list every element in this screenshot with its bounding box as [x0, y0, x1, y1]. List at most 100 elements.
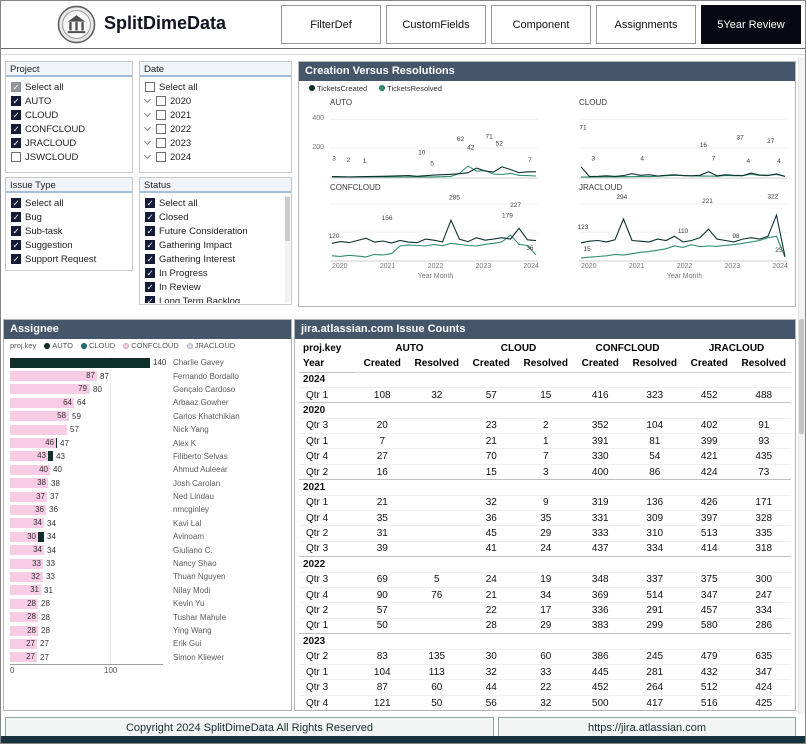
table-row[interactable]: Qtr 1 108 32 57 15 416 323 452 488: [299, 386, 791, 403]
chevron-down-icon[interactable]: [143, 151, 152, 160]
table-row[interactable]: Qtr 3 20 23 2 352 104 402 91: [299, 417, 791, 434]
assignee-bar[interactable]: 34 34: [10, 518, 162, 529]
bar-segment-confcloud[interactable]: 32: [10, 571, 42, 582]
filter-option-closed[interactable]: ✓ Closed: [142, 210, 289, 224]
checkbox-icon[interactable]: [156, 110, 166, 120]
bar-segment-auto[interactable]: [48, 451, 53, 462]
checkbox-icon[interactable]: ✓: [145, 198, 155, 208]
checkbox-icon[interactable]: ✓: [145, 226, 155, 236]
tab-5year-review[interactable]: 5Year Review: [701, 5, 801, 44]
checkbox-icon[interactable]: ✓: [145, 282, 155, 292]
filter-option-auto[interactable]: ✓ AUTO: [8, 94, 130, 108]
filter-option-2020[interactable]: 2020: [142, 94, 289, 108]
assignee-bar[interactable]: 27 27: [10, 652, 162, 663]
bar-segment-confcloud[interactable]: [10, 424, 67, 435]
table-row[interactable]: Qtr 4 27 70 7 330 54 421 435: [299, 448, 791, 465]
checkbox-icon[interactable]: ✓: [145, 212, 155, 222]
bar-segment-confcloud[interactable]: 58: [10, 411, 68, 422]
bar-segment-jracloud[interactable]: [42, 571, 43, 582]
table-row[interactable]: Qtr 1 104 113 32 33 445 281 432 347: [299, 663, 791, 680]
checkbox-icon[interactable]: ✓: [11, 198, 21, 208]
bar-segment-jracloud[interactable]: [89, 384, 90, 395]
chevron-down-icon[interactable]: [143, 123, 152, 132]
assignee-bar[interactable]: 28 28: [10, 625, 162, 636]
filter-option-sub-task[interactable]: ✓ Sub-task: [8, 224, 130, 238]
checkbox-icon[interactable]: ✓: [11, 124, 21, 134]
footer-link[interactable]: https://jira.atlassian.com: [498, 717, 796, 738]
filter-option-2021[interactable]: 2021: [142, 108, 289, 122]
chevron-down-icon[interactable]: [143, 95, 152, 104]
filter-option-confcloud[interactable]: ✓ CONFCLOUD: [8, 122, 130, 136]
checkbox-icon[interactable]: [11, 152, 21, 162]
assignee-bar[interactable]: 33 33: [10, 558, 162, 569]
table-row[interactable]: Qtr 3 69 5 24 19 348 337 375 300: [299, 571, 791, 588]
bar-segment-confcloud[interactable]: 28: [10, 625, 38, 636]
bar-segment-confcloud[interactable]: 46: [10, 438, 56, 449]
table-row[interactable]: Qtr 2 16 15 3 400 86 424 73: [299, 463, 791, 480]
checkbox-icon[interactable]: ✓: [11, 254, 21, 264]
bar-segment-confcloud[interactable]: 34: [10, 545, 44, 556]
bar-segment-jracloud[interactable]: [68, 411, 69, 422]
bar-segment-auto[interactable]: [10, 357, 150, 368]
tab-customfields[interactable]: CustomFields: [386, 5, 486, 44]
filter-option-jracloud[interactable]: ✓ JRACLOUD: [8, 136, 130, 150]
bar-segment-confcloud[interactable]: 27: [10, 652, 37, 663]
checkbox-icon[interactable]: ✓: [11, 240, 21, 250]
checkbox-icon[interactable]: ✓: [11, 226, 21, 236]
table-row[interactable]: Qtr 3 87 60 44 22 452 264 512 424: [299, 679, 791, 696]
bar-segment-confcloud[interactable]: 28: [10, 598, 38, 609]
assignee-bar[interactable]: 57: [10, 424, 162, 435]
filter-option-2022[interactable]: 2022: [142, 122, 289, 136]
filter-option-gathering-interest[interactable]: ✓ Gathering Interest: [142, 252, 289, 266]
checkbox-icon[interactable]: ✓: [145, 240, 155, 250]
table-row[interactable]: Qtr 1 50 28 29 383 299 580 286: [299, 617, 791, 634]
table-row[interactable]: Qtr 4 90 76 21 34 369 514 347 247: [299, 586, 791, 603]
checkbox-icon[interactable]: ✓: [145, 254, 155, 264]
page-scrollbar-thumb[interactable]: [799, 319, 804, 434]
filter-option-select-all[interactable]: ✓ Select all: [142, 196, 289, 210]
assignee-bar[interactable]: 30 34: [10, 531, 162, 542]
filter-option-support-request[interactable]: ✓ Support Request: [8, 252, 130, 266]
tab-component[interactable]: Component: [491, 5, 591, 44]
assignee-bar[interactable]: 31 31: [10, 585, 162, 596]
table-row[interactable]: Qtr 1 21 32 9 319 136 426 171: [299, 494, 791, 511]
bar-segment-confcloud[interactable]: 40: [10, 464, 50, 475]
line-chart-cloud[interactable]: 71 3 4 16 7 37 4 27 4: [577, 108, 789, 180]
assignee-bar[interactable]: 58 59: [10, 411, 162, 422]
filter-option-in-review[interactable]: ✓ In Review: [142, 280, 289, 294]
assignee-bar[interactable]: 38 38: [10, 478, 162, 489]
filter-option-select-all[interactable]: ✓ Select all: [8, 80, 130, 94]
checkbox-icon[interactable]: [156, 124, 166, 134]
checkbox-icon[interactable]: ✓: [11, 110, 21, 120]
bar-segment-confcloud[interactable]: 37: [10, 491, 47, 502]
checkbox-icon[interactable]: [156, 152, 166, 162]
assignee-bar[interactable]: 46 47: [10, 438, 162, 449]
assignee-bar[interactable]: 28 28: [10, 598, 162, 609]
assignee-bar[interactable]: 27 27: [10, 638, 162, 649]
table-row[interactable]: Qtr 3 39 41 24 437 334 414 318: [299, 540, 791, 557]
filter-option-future-consideration[interactable]: ✓ Future Consideration: [142, 224, 289, 238]
bar-segment-confcloud[interactable]: 43: [10, 451, 48, 462]
bar-segment-confcloud[interactable]: 33: [10, 558, 43, 569]
assignee-bar[interactable]: 37 37: [10, 491, 162, 502]
assignee-bar[interactable]: 28 28: [10, 612, 162, 623]
bar-segment-confcloud[interactable]: 31: [10, 585, 41, 596]
filter-option-in-progress[interactable]: ✓ In Progress: [142, 266, 289, 280]
assignee-bar[interactable]: 79 80: [10, 384, 162, 395]
status-scrollbar[interactable]: [285, 195, 290, 302]
filter-option-gathering-impact[interactable]: ✓ Gathering Impact: [142, 238, 289, 252]
bar-segment-confcloud[interactable]: 79: [10, 384, 89, 395]
assignee-bar[interactable]: 64 64: [10, 397, 162, 408]
assignee-bar[interactable]: 87 87: [10, 371, 162, 382]
table-row[interactable]: Qtr 4 121 50 56 32 500 417 516 425: [299, 694, 791, 711]
checkbox-icon[interactable]: ✓: [11, 138, 21, 148]
checkbox-icon[interactable]: ✓: [145, 296, 155, 303]
table-row[interactable]: Qtr 2 57 22 17 336 291 457 334: [299, 602, 791, 619]
filter-option-2023[interactable]: 2023: [142, 136, 289, 150]
bar-segment-confcloud[interactable]: 34: [10, 518, 44, 529]
filter-option-suggestion[interactable]: ✓ Suggestion: [8, 238, 130, 252]
bar-segment-confcloud[interactable]: 28: [10, 612, 38, 623]
bar-segment-confcloud[interactable]: 38: [10, 478, 48, 489]
table-row[interactable]: Qtr 4 35 36 35 331 309 397 328: [299, 510, 791, 526]
